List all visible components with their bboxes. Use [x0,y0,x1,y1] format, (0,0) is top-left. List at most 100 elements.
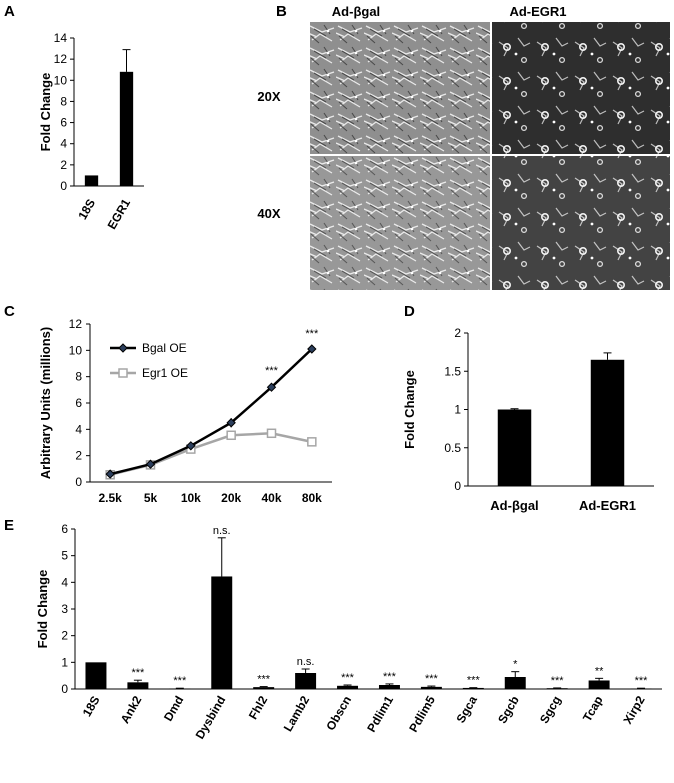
significance-label: n.s. [213,525,231,537]
chart-a: 0 2 4 6 8 10 12 14 18S EGR1 Fold Change [38,31,144,232]
x-category-label: Tcap [580,694,606,724]
x-category-label: Fhl2 [246,693,271,722]
y-tick-label: 8 [60,94,67,108]
x-tick-label: 2.5k [98,491,122,505]
bar [127,682,149,689]
micrograph-col-label-bgal: Ad-βgal [332,4,380,19]
y-tick-label: 2 [75,449,82,463]
y-tick-label: 12 [69,317,83,331]
y-tick-label: 10 [54,73,68,87]
x-category-label: Pdlim1 [364,693,396,734]
data-point [226,418,236,428]
bar [84,175,99,186]
data-point [266,428,277,439]
bar [378,685,400,689]
data-point [186,441,196,451]
x-category-label: 18S [75,197,98,222]
y-tick-label: 2 [454,326,461,340]
y-tick-label: 5 [61,549,68,563]
y-tick-label: 6 [75,396,82,410]
x-tick-label: 10k [181,491,201,505]
y-tick-label: 0.5 [444,441,461,455]
x-category-label: 18S [80,694,103,719]
y-tick-label: 6 [61,522,68,536]
legend-marker [118,368,128,378]
x-category-label: Ad-EGR1 [579,498,636,513]
y-axis-label: Fold Change [35,570,50,649]
chart-d: 0 0.5 1 1.5 2 Ad-βgal Ad-EGR1 Fold Change [402,326,654,513]
y-tick-label: 8 [75,370,82,384]
y-tick-label: 4 [75,422,82,436]
x-category-label: Obscn [323,694,354,733]
significance-label: *** [131,667,145,679]
x-tick-label: 40k [261,491,281,505]
data-point [266,382,277,392]
bar [590,359,625,486]
x-tick-label: 5k [144,491,158,505]
x-category-label: Sgca [453,693,480,725]
y-axis-label: Arbitrary Units (millions) [38,327,53,479]
significance-label: *** [383,671,397,683]
bar [169,688,191,689]
significance-label: *** [635,675,649,687]
data-point [145,459,156,469]
panel-label-c: C [4,303,15,320]
y-tick-label: 1.5 [444,364,461,378]
micrograph-col-label-egr1: Ad-EGR1 [509,4,566,19]
panel-label-d: D [404,303,415,320]
micrograph-egr1-40x [492,156,670,290]
x-category-label: Sgcg [537,694,564,726]
x-tick-label: 20k [221,491,241,505]
y-tick-label: 0 [60,179,67,193]
bar [546,688,568,689]
legend-marker [118,343,128,353]
data-point [226,430,236,441]
bar [420,686,442,689]
y-tick-label: 2 [61,629,68,643]
data-point [307,437,317,447]
micrograph-egr1-20x [492,22,670,154]
micrograph-bgal-20x [310,22,490,154]
y-tick-label: 4 [61,575,68,589]
y-tick-label: 6 [60,116,67,130]
y-tick-label: 12 [54,52,68,66]
micrograph-row-label-20x: 20X [257,89,280,104]
x-category-label: EGR1 [105,196,134,232]
panel-label-b: B [276,3,287,20]
bar [630,688,652,689]
bar [497,409,532,486]
significance-label: *** [305,328,319,340]
y-tick-label: 0 [75,475,82,489]
significance-label: *** [257,674,271,686]
legend-label: Bgal OE [142,341,187,355]
micrograph-bgal-40x [310,156,490,290]
panel-label-e: E [4,517,14,534]
x-category-label: Xirp2 [621,693,648,726]
y-tick-label: 1 [454,403,461,417]
significance-label: *** [265,365,279,377]
bar [504,677,526,689]
y-tick-label: 14 [54,31,68,45]
x-category-label: Ad-βgal [490,498,538,513]
legend-label: Egr1 OE [142,366,188,380]
bar [211,576,233,689]
chart-e: 012345618S***Ank2***Dmdn.s.Dysbind***Fhl… [35,522,662,742]
bar [295,673,317,689]
data-point [105,469,115,479]
y-axis-label: Fold Change [402,370,417,449]
bar [588,680,610,689]
y-tick-label: 1 [61,655,68,669]
significance-label: *** [425,673,439,685]
significance-label: *** [173,675,187,687]
y-tick-label: 0 [61,682,68,696]
significance-label: *** [551,675,565,687]
y-tick-label: 3 [61,602,68,616]
significance-label: *** [341,672,355,684]
significance-label: * [513,659,518,671]
series-line [109,348,313,476]
bar [253,687,275,689]
x-category-label: Sgcb [495,694,522,726]
x-category-label: Lamb2 [281,693,313,734]
